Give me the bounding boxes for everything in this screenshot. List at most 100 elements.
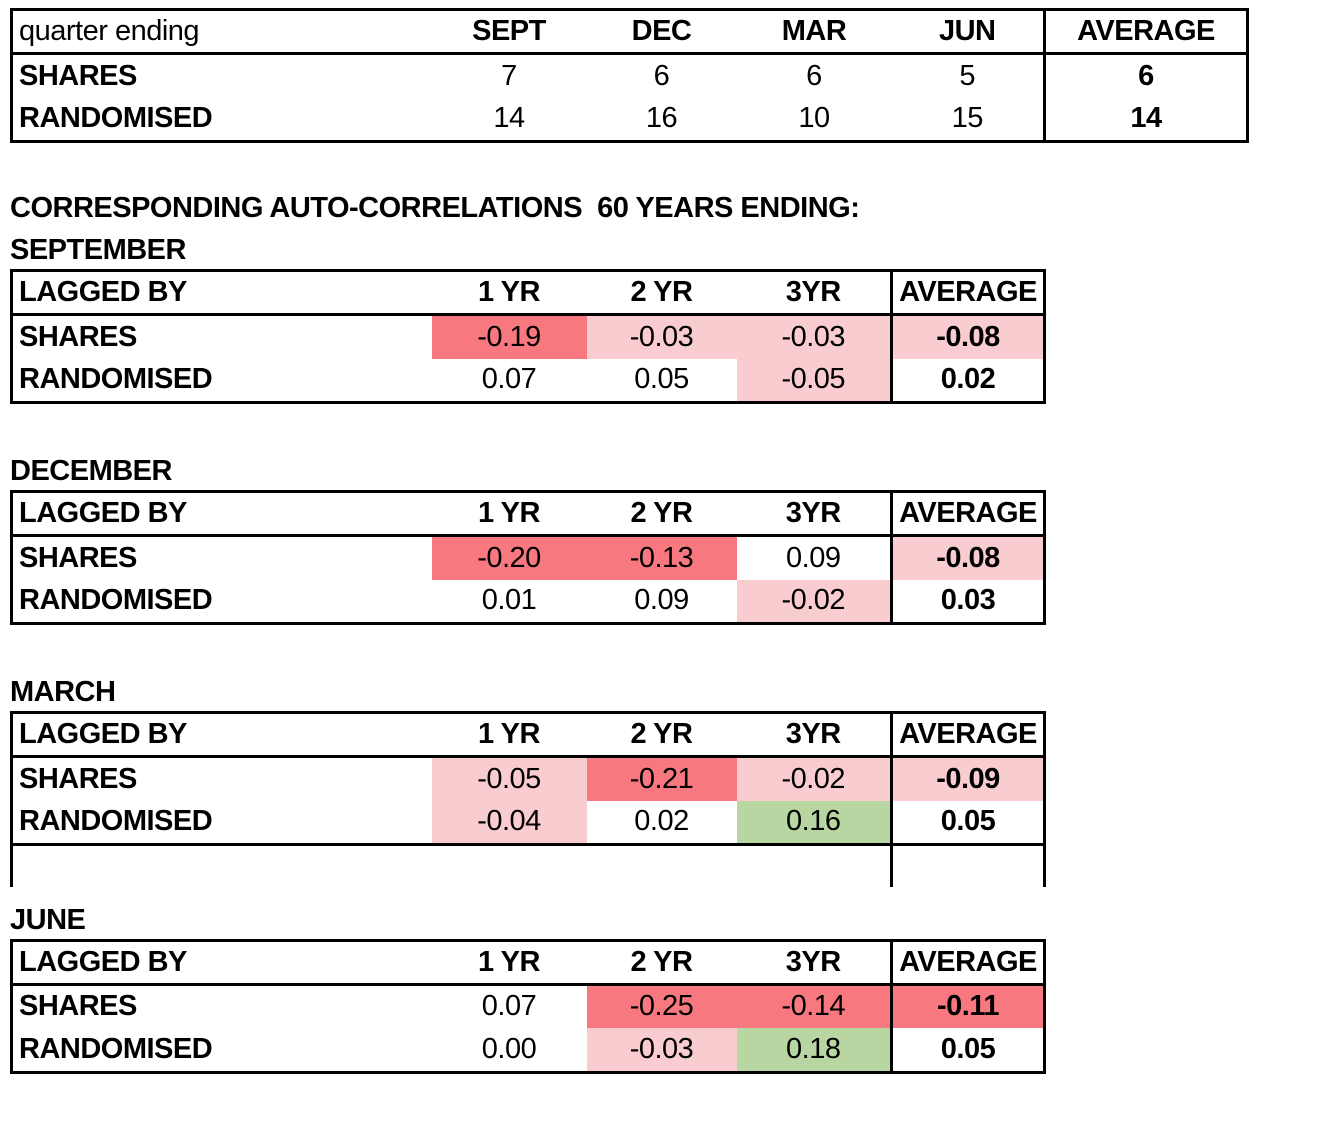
header-lagged-by: LAGGED BY (11, 270, 432, 316)
cell-randomised-1yr: 0.01 (431, 579, 587, 624)
header-row: LAGGED BY 1 YR 2 YR 3YR AVERAGE (11, 491, 1045, 537)
cell-shares-average: -0.08 (890, 535, 1045, 580)
cell-randomised-3yr: -0.02 (736, 579, 892, 624)
summary-cell-randomised-mar: 10 (798, 102, 830, 135)
empty-cell (432, 845, 587, 887)
empty-cell (12, 845, 432, 887)
header-lagged-by: LAGGED BY (11, 491, 432, 537)
empty-row (12, 844, 1045, 887)
summary-cell-randomised-jun: 15 (951, 102, 984, 135)
cell-shares-1yr: 0.07 (431, 984, 587, 1028)
header-2yr: 2 YR (586, 491, 737, 537)
cell-shares-3yr: -0.02 (736, 756, 892, 801)
header-3yr: 3YR (736, 940, 892, 986)
spreadsheet-page: quarter ending SEPT DEC MAR JUN AVERAGE … (10, 8, 1249, 1074)
cell-shares-1yr: -0.20 (431, 535, 587, 580)
header-2yr: 2 YR (586, 712, 737, 758)
empty-cell (737, 845, 892, 887)
summary-cell-shares-average: 6 (1043, 53, 1248, 98)
summary-cell-shares-sept: 7 (501, 59, 517, 92)
row-label-shares: SHARES (19, 320, 137, 353)
summary-header-quarter-ending: quarter ending (11, 9, 432, 55)
header-average: AVERAGE (890, 940, 1045, 986)
cell-shares-2yr: -0.03 (586, 314, 737, 359)
row-randomised: RANDOMISED -0.04 0.02 0.16 0.05 (11, 800, 1045, 846)
cell-randomised-1yr: 0.00 (431, 1028, 587, 1072)
summary-cell-randomised-dec: 16 (645, 102, 678, 135)
cell-shares-2yr: -0.21 (586, 756, 737, 801)
cell-randomised-average: 0.02 (890, 358, 1045, 403)
cell-randomised-2yr: 0.09 (586, 579, 737, 624)
cell-randomised-3yr: 0.16 (736, 800, 892, 846)
month-label-march: MARCH (10, 676, 116, 708)
month-label-september: SEPTEMBER (10, 234, 186, 266)
row-label-shares: SHARES (19, 762, 137, 795)
row-shares: SHARES -0.05 -0.21 -0.02 -0.09 (12, 756, 1045, 801)
cell-randomised-average: 0.03 (890, 579, 1045, 624)
summary-cell-randomised-average: 14 (1043, 97, 1248, 142)
header-2yr: 2 YR (586, 940, 737, 986)
header-1yr: 1 YR (431, 270, 587, 316)
summary-header-jun: JUN (891, 9, 1045, 55)
header-1yr: 1 YR (431, 491, 587, 537)
header-average: AVERAGE (890, 270, 1045, 316)
row-randomised: RANDOMISED 0.07 0.05 -0.05 0.02 (12, 358, 1045, 403)
row-shares: SHARES -0.20 -0.13 0.09 -0.08 (12, 535, 1045, 580)
header-average: AVERAGE (890, 491, 1045, 537)
cell-shares-3yr: 0.09 (736, 535, 892, 580)
summary-table: quarter ending SEPT DEC MAR JUN AVERAGE … (10, 8, 1249, 143)
row-label-shares: SHARES (19, 59, 137, 92)
autocorr-table-december: LAGGED BY 1 YR 2 YR 3YR AVERAGE SHARES -… (10, 490, 1046, 625)
row-randomised: RANDOMISED 0.01 0.09 -0.02 0.03 (12, 579, 1045, 624)
month-label-december: DECEMBER (10, 455, 172, 487)
row-shares: SHARES 0.07 -0.25 -0.14 -0.11 (12, 984, 1045, 1028)
header-average: AVERAGE (890, 712, 1045, 758)
summary-row-randomised: RANDOMISED 14 16 10 15 14 (12, 97, 1248, 142)
summary-header-mar: MAR (736, 9, 892, 55)
header-row: LAGGED BY 1 YR 2 YR 3YR AVERAGE (11, 712, 1045, 758)
empty-cell (587, 845, 737, 887)
header-3yr: 3YR (736, 491, 892, 537)
header-lagged-by: LAGGED BY (11, 940, 432, 986)
row-label-randomised: RANDOMISED (19, 363, 213, 396)
header-1yr: 1 YR (431, 940, 587, 986)
cell-randomised-average: 0.05 (890, 1028, 1045, 1072)
cell-shares-3yr: -0.03 (736, 314, 892, 359)
summary-cell-shares-dec: 6 (653, 59, 670, 92)
summary-header-row: quarter ending SEPT DEC MAR JUN AVERAGE (11, 9, 1248, 55)
cell-shares-1yr: -0.05 (431, 756, 587, 801)
section-title: CORRESPONDING AUTO-CORRELATIONS 60 YEARS… (10, 192, 860, 224)
header-3yr: 3YR (736, 270, 892, 316)
cell-randomised-2yr: -0.03 (586, 1028, 737, 1072)
summary-cell-shares-mar: 6 (806, 59, 822, 92)
summary-cell-randomised-sept: 14 (493, 102, 525, 135)
cell-shares-2yr: -0.25 (586, 984, 737, 1028)
row-randomised: RANDOMISED 0.00 -0.03 0.18 0.05 (12, 1028, 1045, 1072)
header-row: LAGGED BY 1 YR 2 YR 3YR AVERAGE (11, 270, 1045, 316)
header-lagged-by: LAGGED BY (11, 712, 432, 758)
cell-shares-average: -0.09 (890, 756, 1045, 801)
autocorr-table-march: LAGGED BY 1 YR 2 YR 3YR AVERAGE SHARES -… (10, 711, 1046, 887)
header-3yr: 3YR (736, 712, 892, 758)
summary-header-average: AVERAGE (1043, 9, 1248, 55)
autocorr-table-june: LAGGED BY 1 YR 2 YR 3YR AVERAGE SHARES 0… (10, 938, 1046, 1074)
summary-row-shares: SHARES 7 6 6 5 6 (12, 53, 1248, 98)
cell-shares-1yr: -0.19 (431, 314, 587, 359)
row-label-randomised: RANDOMISED (19, 584, 213, 617)
row-shares: SHARES -0.19 -0.03 -0.03 -0.08 (12, 314, 1045, 359)
empty-cell (890, 844, 1045, 887)
row-label-randomised: RANDOMISED (19, 102, 213, 135)
row-label-shares: SHARES (19, 541, 137, 574)
cell-shares-2yr: -0.13 (586, 535, 737, 580)
month-label-june: JUNE (10, 903, 86, 936)
cell-randomised-3yr: -0.05 (736, 358, 892, 403)
cell-shares-average: -0.11 (890, 984, 1045, 1028)
summary-header-dec: DEC (586, 9, 737, 55)
row-label-shares: SHARES (19, 990, 137, 1023)
cell-randomised-1yr: -0.04 (431, 800, 587, 846)
header-1yr: 1 YR (431, 712, 587, 758)
row-label-randomised: RANDOMISED (19, 1032, 213, 1065)
cell-shares-average: -0.08 (890, 314, 1045, 359)
cell-randomised-2yr: 0.05 (586, 358, 737, 403)
summary-header-sept: SEPT (431, 9, 587, 55)
